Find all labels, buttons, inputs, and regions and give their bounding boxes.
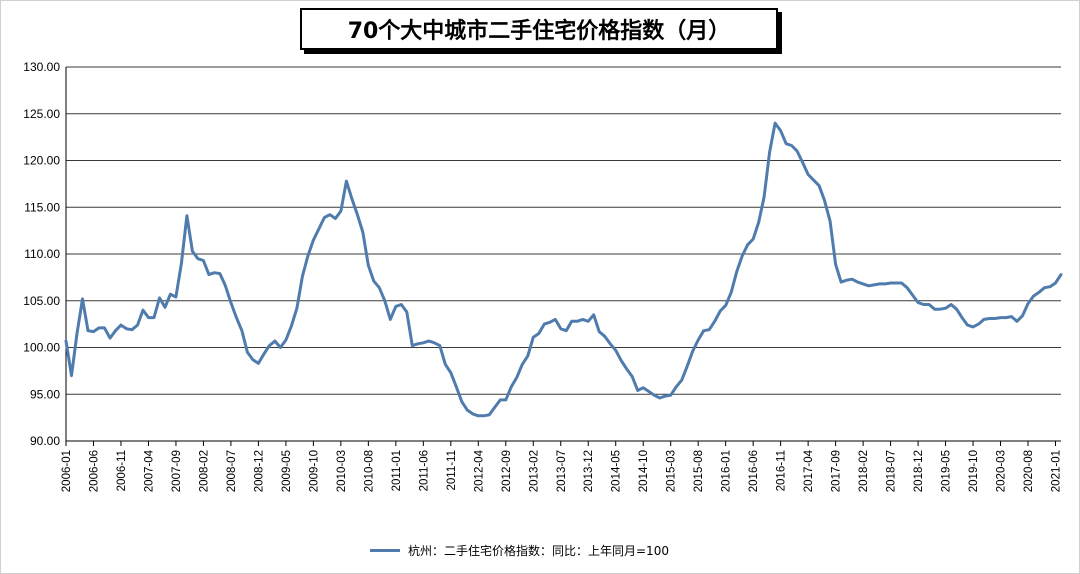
x-tick-label: 2009-05	[281, 450, 293, 492]
x-tick-label: 2008-07	[226, 450, 238, 492]
x-tick-label: 2016-06	[748, 450, 760, 492]
legend-swatch	[370, 548, 400, 552]
x-tick-label: 2006-06	[88, 450, 100, 492]
y-tick-label: 115.00	[24, 200, 60, 214]
x-tick-label: 2019-05	[941, 450, 953, 492]
y-tick-label: 120.00	[23, 154, 60, 168]
x-tick-label: 2017-04	[803, 449, 815, 492]
x-tick-label: 2010-03	[336, 450, 348, 492]
x-tick-label: 2018-07	[886, 450, 898, 492]
x-tick-label: 2008-12	[253, 450, 265, 492]
x-tick-label: 2011-06	[418, 450, 430, 491]
chart-title: 70个大中城市二手住宅价格指数（月）	[300, 8, 778, 50]
legend: 杭州：二手住宅价格指数：同比：上年同月=100	[370, 540, 669, 560]
x-tick-label: 2014-05	[611, 450, 623, 492]
x-tick-label: 2020-08	[1023, 450, 1035, 492]
x-tick-label: 2017-09	[831, 450, 843, 492]
x-tick-label: 2020-03	[996, 450, 1008, 492]
x-tick-label: 2006-01	[61, 450, 73, 492]
legend-label: 杭州：二手住宅价格指数：同比：上年同月=100	[408, 543, 669, 558]
x-tick-label: 2016-01	[721, 450, 733, 492]
x-tick-label: 2009-10	[308, 450, 320, 492]
x-tick-label: 2010-08	[363, 450, 375, 492]
x-tick-label: 2012-09	[501, 450, 513, 492]
x-tick-label: 2021-01	[1051, 450, 1063, 492]
x-tick-label: 2013-07	[556, 450, 568, 492]
y-tick-label: 125.00	[23, 107, 60, 121]
y-tick-label: 95.00	[30, 387, 60, 401]
x-tick-label: 2018-02	[858, 450, 870, 492]
x-tick-label: 2013-12	[583, 450, 595, 492]
y-tick-label: 110.00	[24, 247, 60, 261]
x-tick-label: 2015-08	[693, 450, 705, 492]
x-tick-label: 2016-11	[776, 450, 788, 491]
x-tick-label: 2007-09	[171, 450, 183, 492]
series-line-hangzhou	[64, 121, 1063, 418]
x-tick-label: 2011-11	[446, 450, 458, 491]
x-tick-label: 2019-10	[968, 450, 980, 492]
x-tick-label: 2018-12	[913, 450, 925, 492]
y-tick-label: 105.00	[23, 294, 60, 308]
x-tick-label: 2008-02	[198, 450, 210, 492]
x-tick-label: 2014-10	[638, 450, 650, 492]
x-tick-label: 2011-01	[391, 450, 403, 491]
x-tick-label: 2015-03	[666, 450, 678, 492]
y-tick-label: 90.00	[30, 434, 60, 448]
y-tick-label: 100.00	[23, 341, 60, 355]
x-tick-label: 2007-04	[143, 449, 155, 492]
x-tick-label: 2012-04	[473, 449, 485, 492]
x-tick-label: 2013-02	[528, 450, 540, 492]
x-tick-label: 2006-11	[116, 450, 128, 491]
y-tick-label: 130.00	[23, 60, 60, 74]
